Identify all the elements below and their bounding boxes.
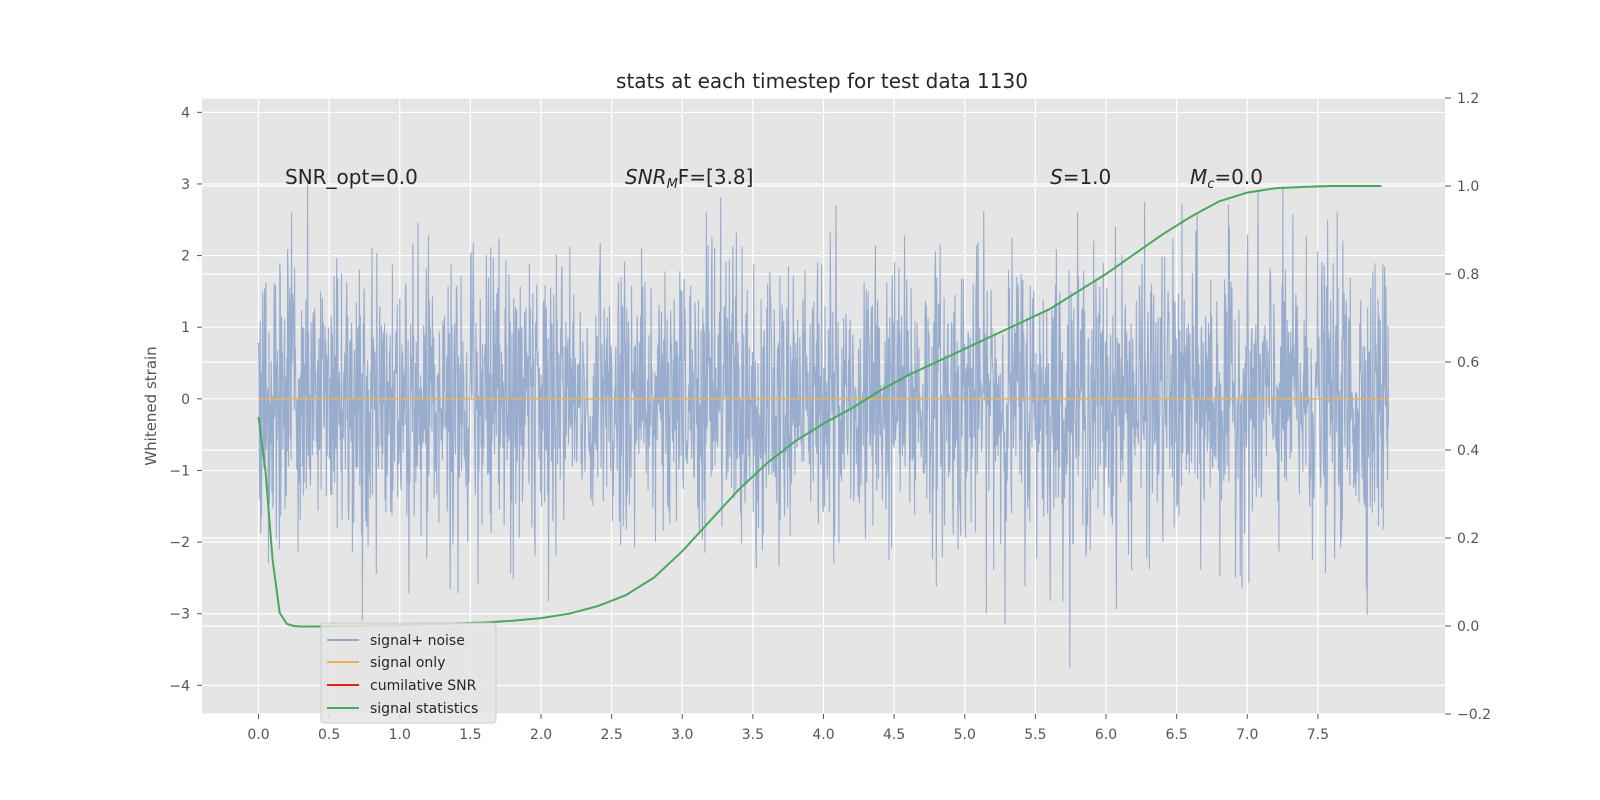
line-signal-noise <box>257 183 1390 669</box>
y-left-tick-label: −4 <box>169 678 190 694</box>
y-axis-label: Whitened strain <box>142 346 160 465</box>
y-right-tick-label: 0.4 <box>1457 443 1479 459</box>
x-tick-label: 4.0 <box>812 727 834 743</box>
x-tick-label: 0.0 <box>247 727 269 743</box>
y-left-tick-label: 3 <box>181 177 190 193</box>
legend-label-cumilative-snr: cumilative SNR <box>370 678 477 694</box>
y-left-tick-label: −1 <box>169 463 190 479</box>
y-left-tick-label: 4 <box>181 105 190 121</box>
legend-label-signal-only: signal only <box>370 655 445 671</box>
x-tick-label: 6.5 <box>1165 727 1187 743</box>
series-signal-noise <box>257 183 1390 669</box>
legend: signal+ noise signal only cumilative SNR… <box>320 622 497 724</box>
y-axis-right: 1.2 1.0 0.8 0.6 0.4 0.2 0.0 −0.2 <box>1445 91 1491 723</box>
y-left-tick-label: −2 <box>169 535 190 551</box>
y-right-tick-label: 1.0 <box>1457 179 1479 195</box>
legend-label-signal-noise: signal+ noise <box>370 633 465 649</box>
y-right-tick-label: 0.2 <box>1457 531 1479 547</box>
x-tick-label: 2.5 <box>600 727 622 743</box>
y-axis-left: 4 3 2 1 0 −1 −2 −3 −4 <box>169 105 202 694</box>
annotation-mc: Mc=0.0 <box>1190 165 1263 192</box>
y-right-tick-label: 0.0 <box>1457 619 1479 635</box>
x-tick-label: 4.5 <box>883 727 905 743</box>
legend-box <box>320 622 497 724</box>
annotation-snr-mf: SNRMF=[3.8] <box>625 165 753 192</box>
y-left-tick-label: 2 <box>181 249 190 265</box>
x-tick-label: 2.0 <box>530 727 552 743</box>
y-left-tick-label: −3 <box>169 607 190 623</box>
x-tick-label: 5.0 <box>954 727 976 743</box>
x-tick-label: 3.5 <box>742 727 764 743</box>
y-left-tick-label: 1 <box>181 320 190 336</box>
annotation-snr-opt: SNR_opt=0.0 <box>285 165 418 189</box>
x-tick-label: 7.5 <box>1307 727 1329 743</box>
y-right-tick-label: 0.6 <box>1457 355 1479 371</box>
y-right-tick-label: 0.8 <box>1457 267 1479 283</box>
chart-title: stats at each timestep for test data 113… <box>616 69 1028 93</box>
x-tick-label: 7.0 <box>1236 727 1258 743</box>
x-tick-label: 0.5 <box>318 727 340 743</box>
x-axis: 0.0 0.5 1.0 1.5 2.0 2.5 3.0 3.5 4.0 4.5 5.0 5.5 6.0 6… <box>247 714 1329 743</box>
y-right-tick-label: 1.2 <box>1457 91 1479 107</box>
y-right-tick-label: −0.2 <box>1457 707 1491 723</box>
y-left-tick-label: 0 <box>181 392 190 408</box>
x-tick-label: 1.0 <box>389 727 411 743</box>
x-tick-label: 6.0 <box>1095 727 1117 743</box>
x-tick-label: 5.5 <box>1024 727 1046 743</box>
annotation-s: S=1.0 <box>1050 165 1111 189</box>
legend-label-signal-statistics: signal statistics <box>370 701 478 717</box>
x-tick-label: 1.5 <box>459 727 481 743</box>
x-tick-label: 3.0 <box>671 727 693 743</box>
